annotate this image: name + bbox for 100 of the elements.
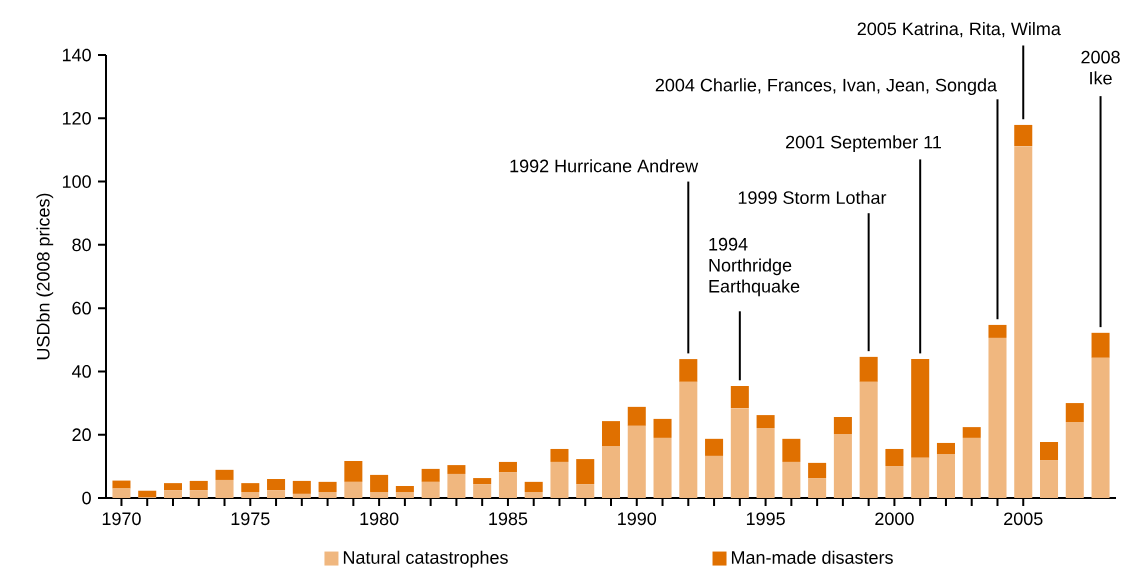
- bar: [1014, 124, 1033, 147]
- bar: [730, 408, 749, 498]
- y-axis-title: USDbn (2008 prices): [36, 193, 54, 360]
- bar: [524, 481, 543, 492]
- bar: [1065, 403, 1084, 423]
- bar: [576, 484, 595, 498]
- bar: [576, 459, 595, 485]
- bar: [653, 437, 672, 498]
- y-tick-label: 80: [72, 238, 91, 252]
- bar: [292, 493, 311, 498]
- bar: [705, 455, 724, 498]
- x-tick-label: 1995: [746, 512, 785, 526]
- bar: [267, 490, 286, 498]
- bar: [859, 381, 878, 498]
- bar: [163, 490, 183, 498]
- bar: [962, 437, 981, 498]
- y-tick-label: 40: [71, 365, 91, 378]
- bar: [911, 359, 930, 458]
- bar: [447, 465, 466, 474]
- bar: [833, 434, 852, 498]
- bar: [627, 425, 646, 498]
- bar: [318, 481, 337, 492]
- y-tick-label: 20: [72, 428, 91, 442]
- bar: [112, 480, 131, 489]
- y-tick-label: 60: [72, 301, 91, 315]
- bar: [808, 462, 827, 479]
- bar: [498, 472, 517, 498]
- bar: [601, 421, 621, 447]
- annotation: 2005 Katrina, Rita, Wilma: [857, 22, 1061, 38]
- annotation: 2008 Ike: [1081, 50, 1120, 85]
- bar: [756, 415, 775, 429]
- bar: [1091, 357, 1110, 498]
- bar: [756, 428, 775, 498]
- annotation: 1994 Northridge Earthquake: [709, 237, 800, 297]
- bar: [447, 473, 466, 498]
- bar: [1040, 460, 1059, 498]
- bar: [292, 480, 311, 494]
- bar: [679, 359, 698, 382]
- bar: [782, 461, 801, 498]
- x-tick-label: 1985: [489, 512, 528, 526]
- bar: [138, 490, 157, 498]
- bar: [601, 446, 621, 498]
- bar: [421, 468, 440, 482]
- bar: [911, 457, 930, 498]
- annotation: 2001 September 11: [786, 135, 941, 152]
- bar: [936, 454, 955, 498]
- bar: [112, 488, 131, 498]
- bar: [782, 438, 801, 462]
- bar: [885, 448, 904, 467]
- bar: [988, 324, 1007, 338]
- bar: [550, 461, 569, 498]
- bar: [215, 469, 234, 480]
- bar: [679, 381, 698, 498]
- legend-label: Natural catastrophes: [343, 550, 508, 568]
- x-tick-label: 1975: [231, 512, 270, 526]
- annotation: 2004 Charlie, Frances, Ivan, Jean, Songda: [655, 78, 998, 96]
- bar: [189, 480, 208, 491]
- y-tick-label: 0: [82, 491, 91, 505]
- bar: [705, 438, 724, 456]
- bar: [1014, 146, 1033, 498]
- annotation: 1992 Hurricane Andrew: [510, 159, 699, 173]
- x-tick-label: 2005: [1004, 512, 1043, 526]
- bar: [344, 460, 363, 482]
- bar: [653, 418, 672, 438]
- bar: [936, 442, 955, 455]
- bar: [344, 481, 363, 498]
- bar: [267, 479, 286, 491]
- bar: [833, 416, 852, 435]
- bar: [1040, 441, 1059, 461]
- bar: [859, 356, 878, 382]
- bar: [215, 479, 234, 498]
- bar: [962, 427, 981, 438]
- bar: [395, 485, 414, 492]
- x-tick-label: 1980: [360, 512, 399, 526]
- bar: [241, 483, 260, 492]
- bar: [473, 478, 492, 485]
- y-tick-label: 100: [62, 175, 91, 188]
- bar: [498, 461, 517, 473]
- bar: [421, 481, 440, 498]
- bar: [318, 491, 337, 498]
- bar: [473, 484, 492, 498]
- y-tick-label: 120: [62, 111, 91, 125]
- bar: [730, 385, 749, 409]
- legend-label: Man-made disasters: [731, 550, 893, 564]
- bar: [189, 490, 208, 498]
- bar: [627, 406, 646, 426]
- bar: [370, 491, 389, 498]
- y-tick-label: 140: [62, 48, 91, 62]
- x-tick-label: 1990: [618, 512, 657, 526]
- bar: [808, 478, 827, 498]
- x-tick-label: 2000: [875, 512, 914, 526]
- annotation: 1999 Storm Lothar: [738, 190, 887, 205]
- bar: [885, 466, 904, 498]
- bar: [988, 337, 1007, 498]
- bar: [370, 474, 389, 492]
- bar: [1091, 332, 1110, 358]
- bar: [241, 491, 260, 498]
- bar: [163, 483, 183, 491]
- bar: [1065, 422, 1084, 498]
- x-tick-label: 1970: [102, 512, 141, 526]
